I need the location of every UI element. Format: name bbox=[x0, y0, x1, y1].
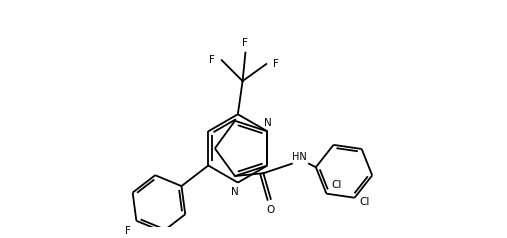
Text: F: F bbox=[242, 38, 248, 48]
Text: N: N bbox=[231, 187, 239, 197]
Text: Cl: Cl bbox=[359, 197, 370, 207]
Text: N: N bbox=[265, 118, 272, 128]
Text: HN: HN bbox=[292, 152, 307, 162]
Text: F: F bbox=[209, 55, 215, 65]
Text: O: O bbox=[267, 204, 275, 214]
Text: F: F bbox=[273, 59, 279, 69]
Text: F: F bbox=[125, 227, 131, 237]
Text: Cl: Cl bbox=[331, 180, 342, 190]
